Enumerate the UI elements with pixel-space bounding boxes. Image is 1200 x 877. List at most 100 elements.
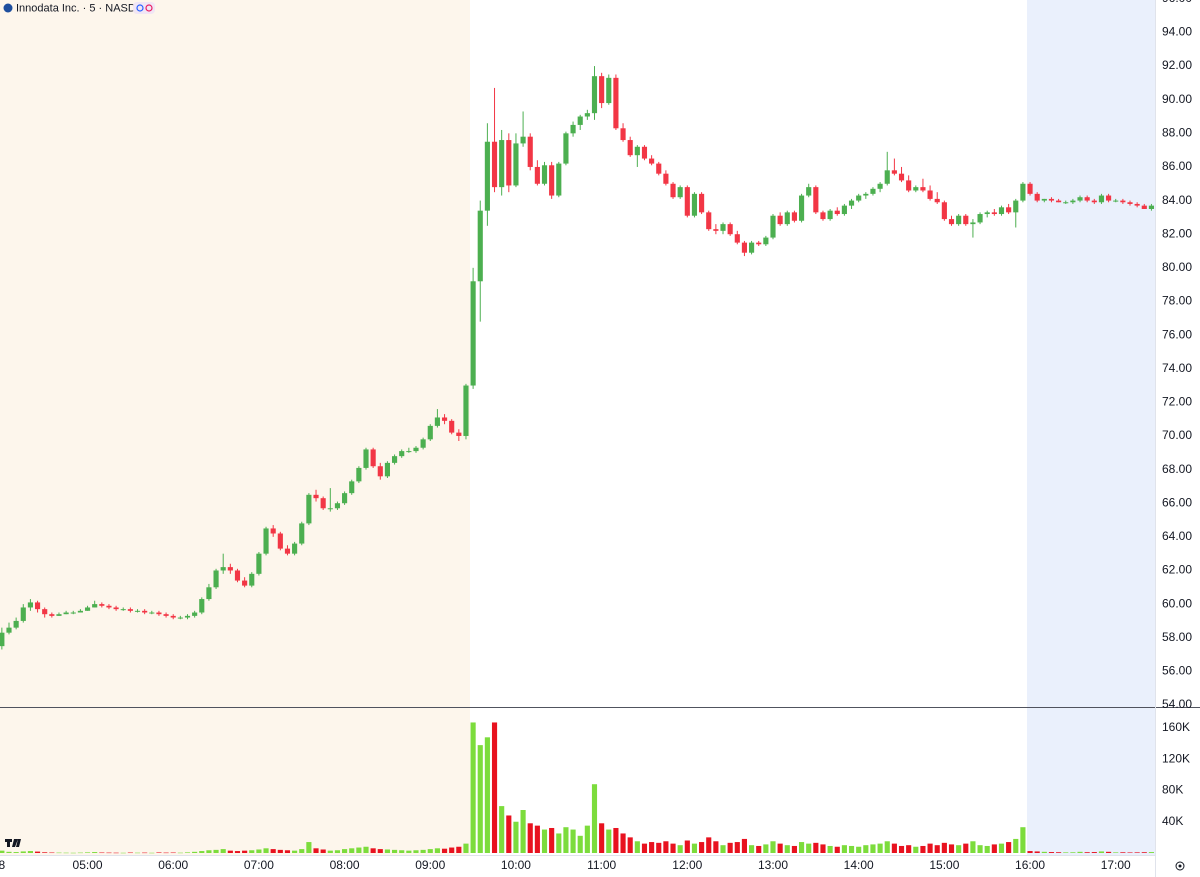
candle-body xyxy=(984,212,990,215)
volume-bar xyxy=(1141,852,1147,853)
badge-icon xyxy=(145,4,153,12)
candle-body xyxy=(556,163,562,196)
volume-bar xyxy=(27,851,33,853)
volume-bar xyxy=(656,842,662,853)
candle-body xyxy=(106,605,112,608)
candle-body xyxy=(613,77,619,129)
volume-bar xyxy=(898,845,905,853)
volume-bar xyxy=(49,852,55,854)
candle-body xyxy=(1027,183,1033,194)
candle-body xyxy=(784,212,790,225)
candle-body xyxy=(456,432,462,436)
candle-body xyxy=(584,113,590,117)
volume-bar xyxy=(970,841,976,853)
volume-bar xyxy=(377,849,383,853)
candle-body xyxy=(306,494,312,524)
candle-body xyxy=(941,202,947,220)
x-tick-label: 8 xyxy=(0,858,6,872)
volume-bar xyxy=(727,842,733,853)
volume-bar xyxy=(906,845,912,853)
volume-bar xyxy=(1027,851,1033,853)
volume-bar xyxy=(213,849,219,853)
premarket-shading xyxy=(0,0,470,855)
candle-body xyxy=(220,567,226,571)
candle-body xyxy=(84,607,91,611)
candle-body xyxy=(634,146,640,156)
candle-body xyxy=(877,183,883,189)
volume-bar xyxy=(1148,852,1155,853)
candle-body xyxy=(192,612,198,616)
candle-body xyxy=(991,212,997,215)
volume-bar xyxy=(984,845,990,853)
candle-body xyxy=(199,599,205,613)
volume-bar xyxy=(584,825,590,853)
volume-bar xyxy=(56,852,62,854)
candle-body xyxy=(363,449,369,468)
x-tick-label: 16:00 xyxy=(1015,858,1045,872)
volume-bar xyxy=(663,841,669,853)
volume-bar xyxy=(234,851,241,853)
x-tick-label: 10:00 xyxy=(501,858,531,872)
volume-bar xyxy=(827,845,833,853)
volume-bar xyxy=(391,849,398,853)
candle-body xyxy=(420,439,426,448)
candle-body xyxy=(227,567,233,571)
volume-bar xyxy=(277,849,283,853)
volume-bar xyxy=(934,845,940,853)
candle-body xyxy=(599,76,605,104)
candle-body xyxy=(270,528,276,534)
candle-body xyxy=(70,612,76,614)
candle-body xyxy=(434,417,440,426)
volume-bar xyxy=(327,850,333,853)
volume-bar xyxy=(556,833,562,853)
candle-body xyxy=(1070,200,1076,203)
volume-bar xyxy=(991,844,997,853)
y-tick-label: 94.00 xyxy=(1162,25,1192,39)
candle-body xyxy=(113,607,119,610)
candle-body xyxy=(641,146,648,159)
volume-bar xyxy=(791,845,797,853)
volume-bar xyxy=(506,815,512,853)
volume-bar xyxy=(99,852,105,854)
volume-bar xyxy=(520,810,526,853)
candle-body xyxy=(834,210,840,215)
candle-body xyxy=(970,222,976,225)
volume-bar xyxy=(499,806,505,853)
candle-body xyxy=(963,215,969,225)
y-tick-label: 90.00 xyxy=(1162,92,1192,106)
volume-bar xyxy=(956,845,962,853)
volume-tick-label: 40K xyxy=(1162,814,1183,828)
volume-bar xyxy=(784,845,790,853)
settings-icon[interactable] xyxy=(1175,861,1185,871)
candle-body xyxy=(327,508,333,510)
volume-bar xyxy=(1106,851,1112,853)
candle-body xyxy=(249,573,255,586)
volume-bar xyxy=(1091,852,1097,853)
candle-body xyxy=(170,615,176,618)
volume-bar xyxy=(749,845,755,853)
candle-body xyxy=(591,76,598,114)
volume-bar xyxy=(270,849,276,853)
volume-bar xyxy=(691,843,698,853)
volume-bar xyxy=(927,843,933,853)
volume-bar xyxy=(1006,842,1012,853)
candle-body xyxy=(299,523,305,544)
volume-bar xyxy=(20,851,26,853)
volume-bar xyxy=(434,848,440,853)
y-tick-label: 68.00 xyxy=(1162,462,1192,476)
y-tick-label: 80.00 xyxy=(1162,260,1192,274)
candle-body xyxy=(749,242,755,253)
candle-body xyxy=(649,158,655,164)
settings-icon-dot xyxy=(1178,864,1182,868)
y-tick-label: 70.00 xyxy=(1162,428,1192,442)
volume-bar xyxy=(92,852,98,853)
volume-bar xyxy=(699,842,705,853)
y-tick-label: 64.00 xyxy=(1162,529,1192,543)
volume-bar xyxy=(6,851,12,853)
volume-bar xyxy=(1077,851,1083,853)
volume-bar xyxy=(306,842,312,853)
volume-bar xyxy=(149,852,155,854)
candle-body xyxy=(134,610,141,612)
y-tick-label: 76.00 xyxy=(1162,327,1192,341)
